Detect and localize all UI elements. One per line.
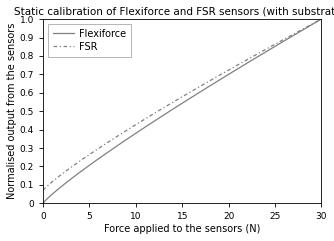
Flexiforce bbox=[151, 120, 155, 123]
Flexiforce bbox=[319, 18, 323, 20]
FSR bbox=[132, 125, 136, 127]
Title: Static calibration of Flexiforce and FSR sensors (with substrates): Static calibration of Flexiforce and FSR… bbox=[14, 7, 334, 17]
Line: FSR: FSR bbox=[43, 19, 321, 190]
Flexiforce bbox=[41, 202, 45, 205]
FSR bbox=[74, 162, 78, 165]
Flexiforce bbox=[242, 64, 246, 67]
X-axis label: Force applied to the sensors (N): Force applied to the sensors (N) bbox=[104, 224, 261, 234]
FSR bbox=[151, 113, 155, 115]
FSR bbox=[216, 74, 220, 77]
Legend: Flexiforce, FSR: Flexiforce, FSR bbox=[48, 24, 131, 57]
Flexiforce bbox=[74, 173, 78, 176]
FSR bbox=[242, 60, 246, 63]
Line: Flexiforce: Flexiforce bbox=[43, 19, 321, 203]
FSR bbox=[243, 59, 247, 62]
Flexiforce bbox=[132, 133, 136, 136]
Y-axis label: Normalised output from the sensors: Normalised output from the sensors bbox=[7, 23, 17, 199]
Flexiforce bbox=[243, 63, 247, 66]
FSR bbox=[319, 18, 323, 20]
FSR bbox=[41, 189, 45, 192]
Flexiforce bbox=[216, 79, 220, 82]
